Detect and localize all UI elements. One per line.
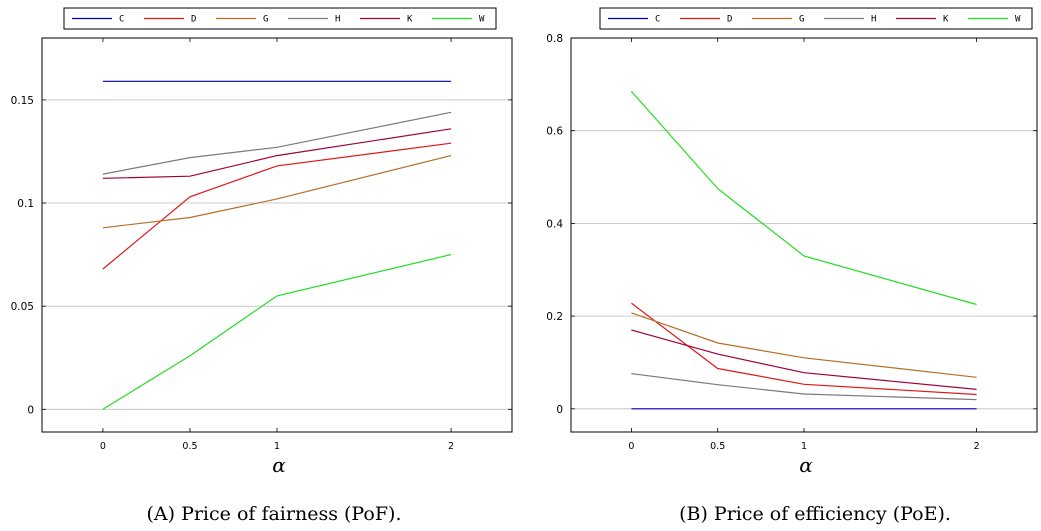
x-tick-label: 0.5 — [182, 441, 197, 452]
legend-label-w: W — [1015, 15, 1021, 25]
plot-frame — [41, 37, 513, 433]
y-tick-label: 0.2 — [546, 311, 563, 323]
series-line-d — [102, 142, 452, 270]
series-line-k — [631, 329, 977, 390]
legend-label-c: C — [119, 15, 124, 25]
x-axis-label: α — [799, 453, 813, 477]
x-tick-label: 2 — [974, 441, 980, 452]
y-tick-label: 0 — [556, 404, 563, 416]
y-tick-label: 0.05 — [11, 301, 34, 313]
legend-label-g: G — [263, 15, 268, 25]
x-tick-label: 0 — [628, 441, 634, 452]
legend-label-w: W — [479, 15, 485, 25]
series-line-k — [102, 128, 452, 179]
legend-label-k: K — [407, 15, 413, 25]
legend-label-d: D — [727, 15, 732, 25]
series-line-h — [631, 373, 977, 401]
series-line-w — [630, 90, 977, 306]
series-line-g — [102, 155, 452, 229]
legend-label-g: G — [799, 15, 804, 25]
panel-poe: 0 0.2 0.4 0.6 0.8 0 0.5 1 2 α C D G H K W (B) Price of e… — [546, 7, 1038, 525]
x-tick-label: 0.5 — [710, 441, 725, 452]
y-tick-label: 0.1 — [17, 198, 34, 210]
y-tick-label: 0.4 — [546, 218, 563, 230]
legend-box — [63, 7, 497, 30]
x-tick-label: 2 — [448, 441, 454, 452]
series-line-w — [102, 254, 452, 410]
series-line-d — [631, 302, 977, 396]
x-tick-label: 1 — [801, 441, 807, 452]
series-line-h — [102, 111, 452, 175]
y-tick-label: 0.15 — [11, 95, 34, 107]
y-tick-label: 0 — [27, 404, 34, 416]
legend-label-h: H — [335, 15, 340, 25]
legend-label-d: D — [191, 15, 196, 25]
legend-label-k: K — [943, 15, 949, 25]
legend-label-c: C — [655, 15, 660, 25]
legend-label-h: H — [871, 15, 876, 25]
legend-box — [599, 7, 1033, 30]
caption: (B) Price of efficiency (PoE). — [679, 503, 951, 525]
y-tick-label: 0.6 — [546, 126, 563, 138]
series-line-g — [631, 312, 977, 378]
y-tick-label: 0.8 — [546, 33, 563, 45]
panel-pof: 0 0.05 0.1 0.15 0 0.5 1 2 α C D G H K W (A) Price of fa… — [11, 7, 513, 525]
x-axis-label: α — [272, 453, 286, 477]
caption: (A) Price of fairness (PoF). — [146, 503, 401, 525]
x-tick-label: 0 — [100, 441, 106, 452]
x-tick-label: 1 — [274, 441, 280, 452]
